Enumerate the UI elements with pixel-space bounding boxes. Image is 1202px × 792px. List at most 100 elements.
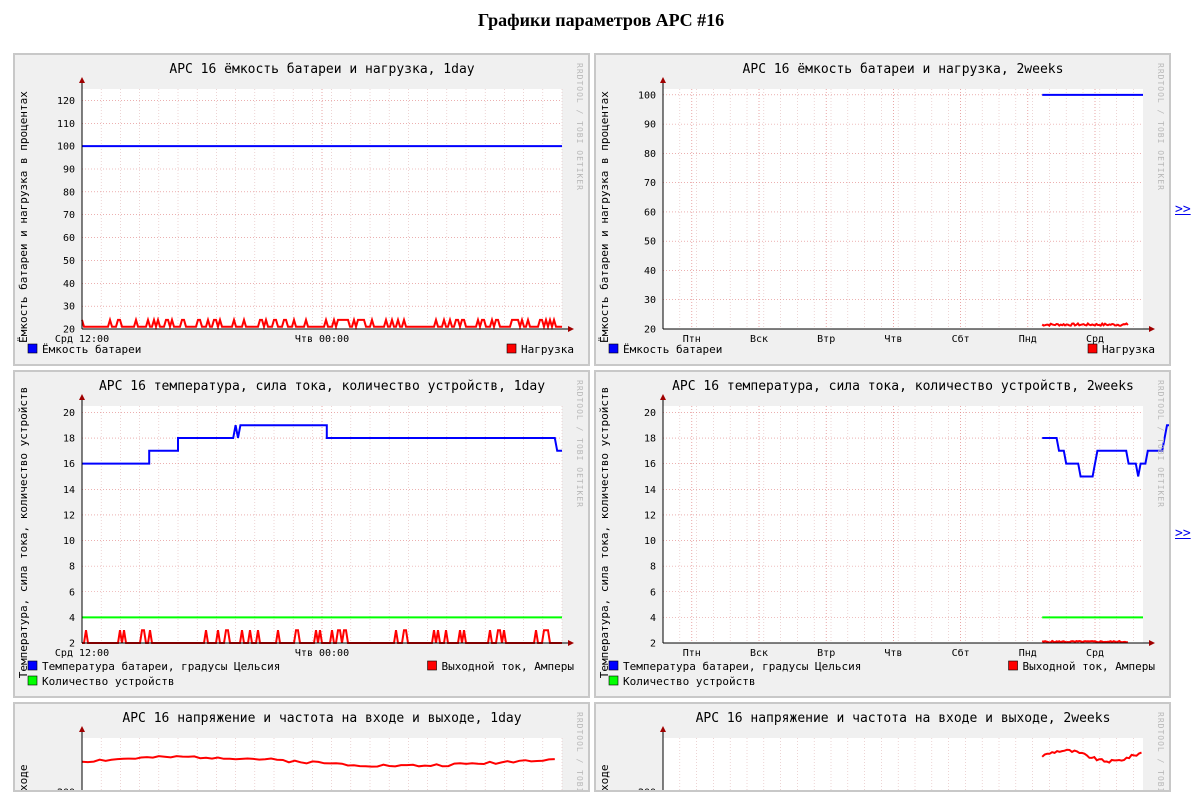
legend-label: Количество устройств (42, 675, 174, 688)
y-tick-label: 8 (650, 562, 656, 573)
more-link-battery[interactable]: >> (1175, 202, 1191, 217)
rrdtool-watermark: RRDTOOL / TOBI OETIKER (575, 380, 584, 508)
chart-title: APC 16 температура, сила тока, количеств… (672, 379, 1134, 394)
y-tick-label: 18 (63, 434, 75, 445)
y-tick-label: 90 (63, 165, 75, 176)
y-tick-label: 200 (57, 788, 75, 791)
legend-label: Нагрузка (521, 343, 574, 356)
x-tick-label: Пнд (1019, 648, 1037, 659)
x-axis-arrow (1149, 640, 1155, 646)
y-tick-label: 70 (63, 210, 75, 221)
legend-swatch (609, 676, 618, 685)
y-axis-label: Температура, сила тока, количество устро… (598, 387, 611, 678)
x-tick-label: Срд (1086, 648, 1104, 659)
y-tick-label: 10 (644, 536, 656, 547)
y-axis-arrow (660, 726, 666, 732)
y-tick-label: 6 (69, 587, 75, 598)
y-tick-label: 10 (63, 536, 75, 547)
y-tick-label: 12 (644, 510, 656, 521)
x-axis-arrow (1149, 326, 1155, 332)
y-tick-label: 16 (63, 459, 75, 470)
y-tick-label: 200 (638, 788, 656, 791)
y-tick-label: 70 (644, 178, 656, 189)
legend-swatch (609, 661, 618, 670)
x-tick-label: Сбт (952, 333, 970, 345)
rrdtool-watermark: RRDTOOL / TOBI OETIKER (575, 63, 584, 191)
y-tick-label: 60 (644, 207, 656, 218)
y-tick-label: 40 (644, 266, 656, 277)
chart-title: APC 16 ёмкость батареи и нагрузка, 2week… (743, 62, 1064, 77)
legend-swatch (28, 344, 37, 353)
y-tick-label: 14 (63, 485, 75, 496)
y-tick-label: 120 (57, 96, 75, 107)
y-tick-label: 20 (63, 408, 75, 419)
chart-title: APC 16 ёмкость батареи и нагрузка, 1day (169, 62, 474, 77)
chart-title: APC 16 температура, сила тока, количеств… (99, 379, 545, 394)
y-tick-label: 100 (57, 142, 75, 153)
y-axis-arrow (660, 77, 666, 83)
y-tick-label: 80 (63, 187, 75, 198)
chart-svg: 200 APC 16 напряжение и частота на входе … (596, 704, 1169, 790)
chart-panel-temp-1day: 2 4 6 8 10 12 14 16 18 20 Срд 12:00 Чтв 00:00 APC 16… (13, 370, 590, 698)
x-tick-label: Вск (750, 648, 768, 659)
x-tick-label: Чтв 00:00 (295, 334, 349, 345)
y-tick-label: 30 (644, 295, 656, 306)
y-tick-label: 110 (57, 119, 75, 130)
x-axis-arrow (568, 640, 574, 646)
x-tick-label: Сбт (952, 647, 970, 659)
legend-label: Выходной ток, Амперы (442, 660, 575, 673)
y-tick-label: 4 (650, 613, 656, 624)
legend-label: Температура батареи, градусы Цельсия (42, 660, 280, 673)
x-tick-label: Втр (817, 648, 835, 659)
chart-svg: 20 30 40 50 60 70 80 90 100 Птн Вск Втр Чтв Сбт Пнд Срд… (596, 55, 1169, 364)
y-tick-label: 80 (644, 149, 656, 160)
x-axis-arrow (568, 326, 574, 332)
y-tick-label: 30 (63, 302, 75, 313)
legend-swatch (507, 344, 516, 353)
x-tick-label: Чтв 00:00 (295, 648, 349, 659)
x-tick-label: Птн (683, 648, 701, 659)
y-tick-label: 8 (69, 562, 75, 573)
y-tick-label: 18 (644, 434, 656, 445)
plot-area (82, 738, 562, 790)
legend-swatch (28, 661, 37, 670)
legend-label: Ёмкость батареи (42, 343, 141, 356)
x-tick-label: Пнд (1019, 334, 1037, 345)
y-axis-arrow (79, 77, 85, 83)
x-tick-label: Чтв (884, 648, 902, 659)
y-tick-label: 4 (69, 613, 75, 624)
x-tick-label: Чтв (884, 334, 902, 345)
y-tick-label: 12 (63, 510, 75, 521)
chart-title: APC 16 напряжение и частота на входе и в… (122, 711, 521, 726)
rrdtool-watermark: RRDTOOL / TOBI OETIKER (1156, 380, 1165, 508)
chart-svg: 20 30 40 50 60 70 80 90 100 110 120 Срд 12:00 Чтв 00… (15, 55, 588, 364)
chart-panel-voltage-1day: 200 APC 16 напряжение и частота на входе … (13, 702, 590, 792)
y-axis-label: и выходе (598, 765, 611, 790)
x-tick-label: Втр (817, 334, 835, 345)
x-tick-label: Вск (750, 334, 768, 345)
more-link-temperature[interactable]: >> (1175, 526, 1191, 541)
y-tick-label: 20 (644, 325, 656, 336)
chart-title: APC 16 напряжение и частота на входе и в… (696, 711, 1111, 726)
legend-swatch (1009, 661, 1018, 670)
legend-label: Выходной ток, Амперы (1023, 660, 1156, 673)
plot-area (663, 738, 1143, 790)
legend-label: Количество устройств (623, 675, 755, 688)
legend-swatch (1088, 344, 1097, 353)
y-tick-label: 100 (638, 90, 656, 101)
chart-panel-battery-2weeks: 20 30 40 50 60 70 80 90 100 Птн Вск Втр Чтв Сбт Пнд Срд… (594, 53, 1171, 366)
legend-swatch (428, 661, 437, 670)
rrdtool-watermark: RRDTOOL / TOBI OETIKER (575, 712, 584, 790)
legend-label: Нагрузка (1102, 343, 1155, 356)
y-tick-label: 60 (63, 233, 75, 244)
legend-swatch (609, 344, 618, 353)
plot-area (663, 406, 1143, 643)
y-tick-label: 14 (644, 485, 656, 496)
y-tick-label: 2 (650, 639, 656, 650)
chart-panel-battery-1day: 20 30 40 50 60 70 80 90 100 110 120 Срд 12:00 Чтв 00… (13, 53, 590, 366)
y-axis-arrow (660, 394, 666, 400)
y-axis-arrow (79, 394, 85, 400)
y-tick-label: 50 (644, 237, 656, 248)
chart-panel-voltage-2weeks: 200 APC 16 напряжение и частота на входе … (594, 702, 1171, 792)
y-axis-label: Ёмкость батареи и нагрузка в процентах (598, 91, 611, 343)
